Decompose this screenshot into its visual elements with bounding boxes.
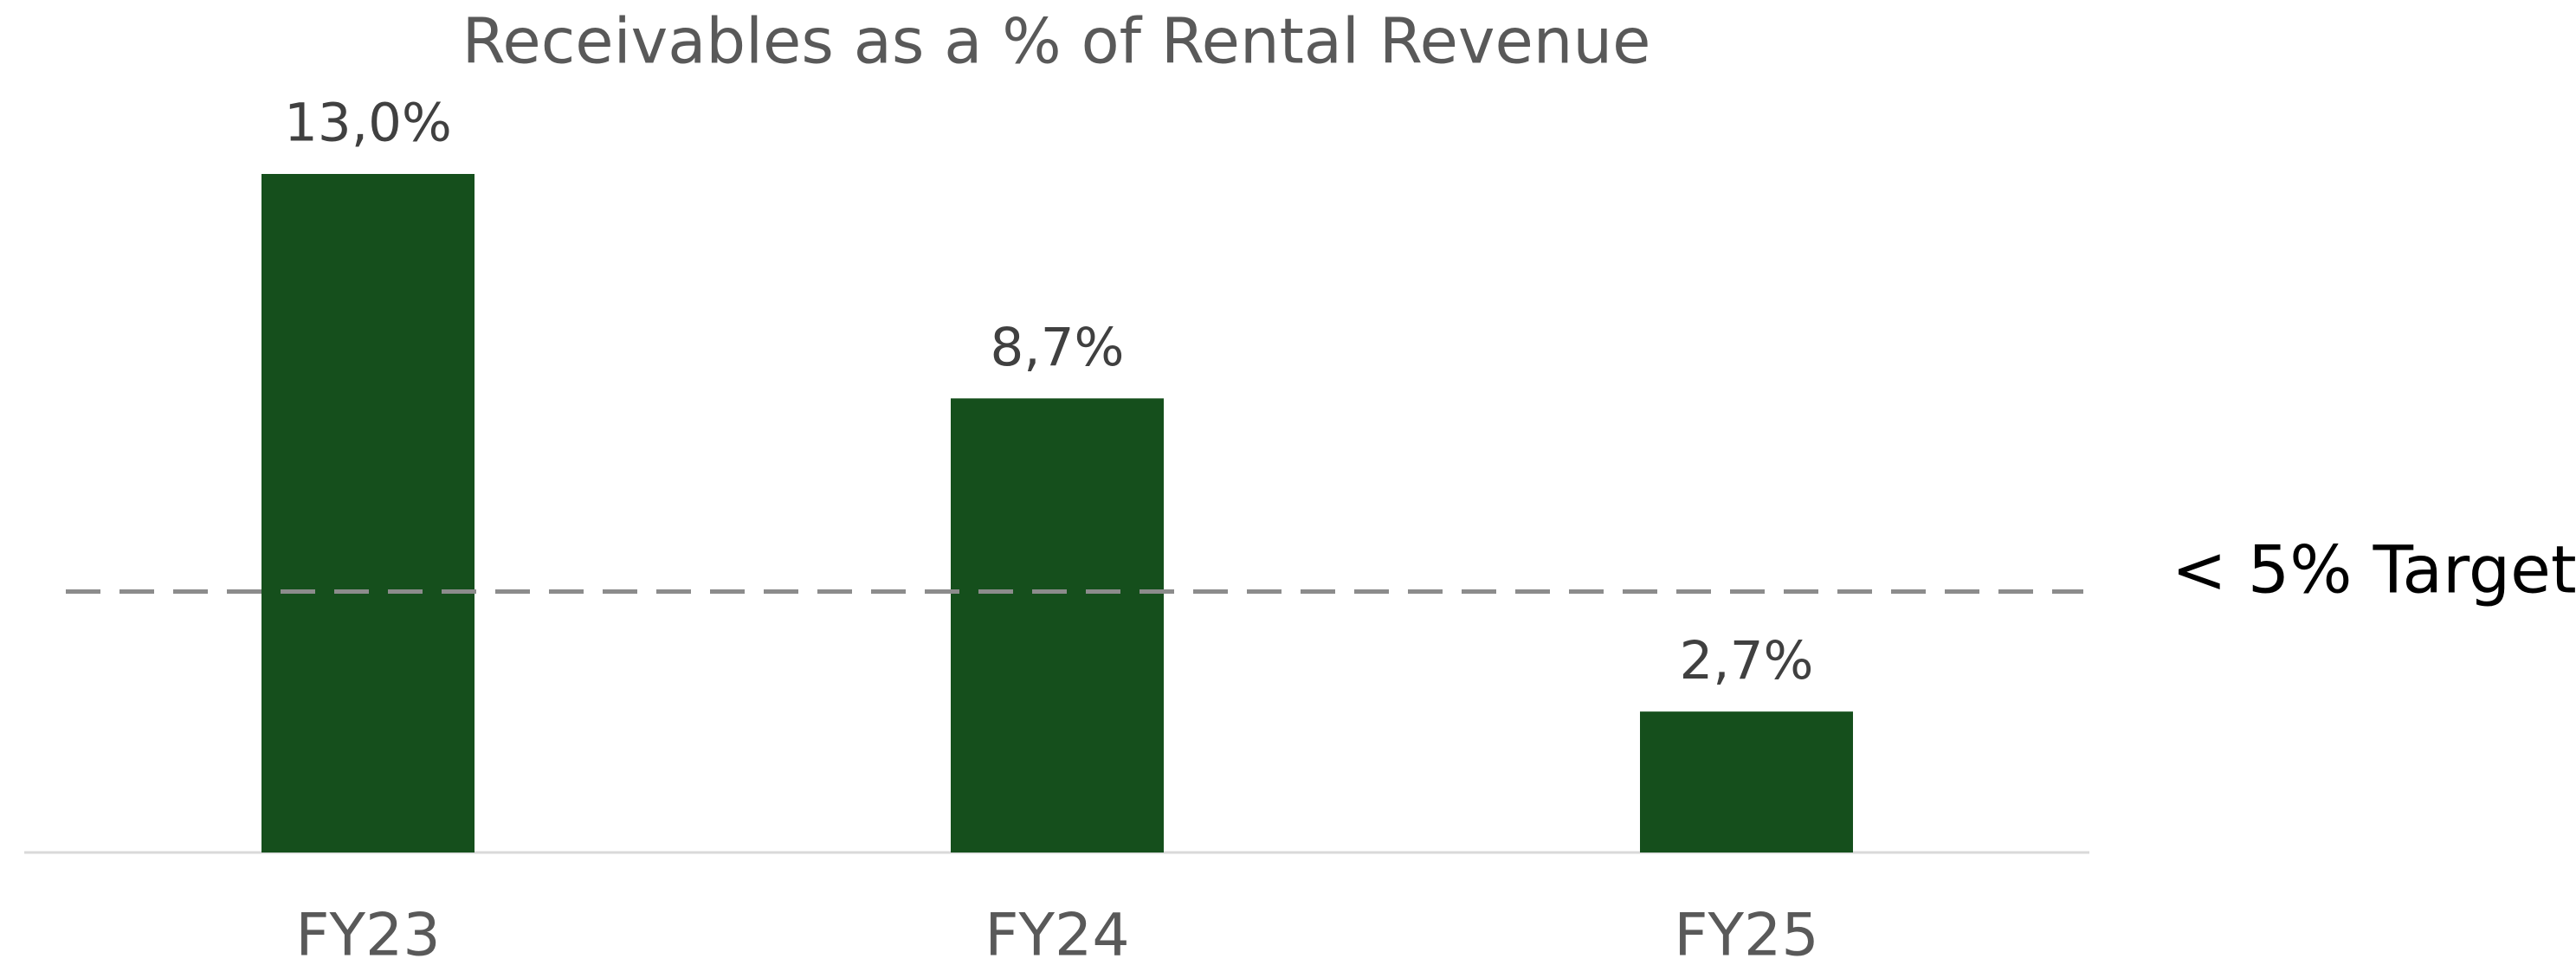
bar bbox=[951, 398, 1164, 852]
x-tick-label: FY24 bbox=[985, 902, 1129, 965]
value-label: 2,7% bbox=[1680, 630, 1814, 692]
value-label: 8,7% bbox=[991, 317, 1125, 378]
x-tick-label: FY23 bbox=[295, 902, 440, 965]
chart-title: Receivables as a % of Rental Revenue bbox=[462, 5, 1651, 78]
value-label: 13,0% bbox=[284, 93, 452, 154]
target-label: < 5% Target bbox=[2172, 531, 2576, 608]
x-tick-label: FY25 bbox=[1674, 902, 1818, 965]
bar bbox=[1640, 711, 1853, 852]
bar bbox=[261, 174, 475, 852]
